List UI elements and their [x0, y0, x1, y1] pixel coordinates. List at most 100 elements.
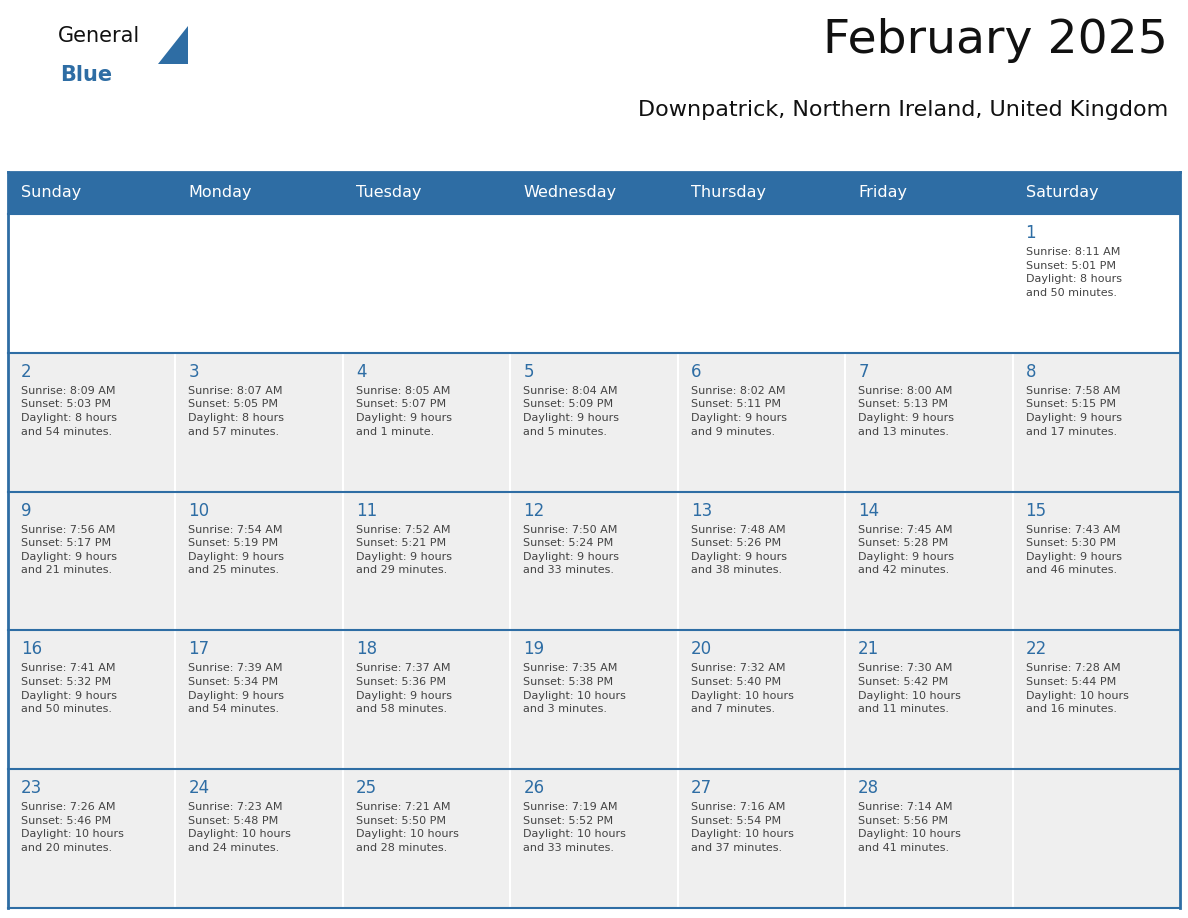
Text: Sunrise: 7:16 AM
Sunset: 5:54 PM
Daylight: 10 hours
and 37 minutes.: Sunrise: 7:16 AM Sunset: 5:54 PM Dayligh…	[690, 802, 794, 853]
Text: 3: 3	[189, 363, 200, 381]
Text: Sunrise: 7:35 AM
Sunset: 5:38 PM
Daylight: 10 hours
and 3 minutes.: Sunrise: 7:35 AM Sunset: 5:38 PM Dayligh…	[523, 664, 626, 714]
Text: Downpatrick, Northern Ireland, United Kingdom: Downpatrick, Northern Ireland, United Ki…	[638, 100, 1168, 120]
Text: 21: 21	[858, 641, 879, 658]
Bar	[1012, 353, 1180, 492]
Text: Sunday: Sunday	[21, 185, 81, 200]
Text: Sunrise: 7:28 AM
Sunset: 5:44 PM
Daylight: 10 hours
and 16 minutes.: Sunrise: 7:28 AM Sunset: 5:44 PM Dayligh…	[1025, 664, 1129, 714]
Text: Sunrise: 7:14 AM
Sunset: 5:56 PM
Daylight: 10 hours
and 41 minutes.: Sunrise: 7:14 AM Sunset: 5:56 PM Dayligh…	[858, 802, 961, 853]
Text: Sunrise: 7:45 AM
Sunset: 5:28 PM
Daylight: 9 hours
and 42 minutes.: Sunrise: 7:45 AM Sunset: 5:28 PM Dayligh…	[858, 524, 954, 576]
Bar	[511, 353, 677, 492]
Text: 9: 9	[21, 501, 32, 520]
Bar	[343, 631, 511, 769]
Text: Sunrise: 7:39 AM
Sunset: 5:34 PM
Daylight: 9 hours
and 54 minutes.: Sunrise: 7:39 AM Sunset: 5:34 PM Dayligh…	[189, 664, 284, 714]
Text: 1: 1	[1025, 224, 1036, 242]
Bar	[845, 492, 1012, 631]
Bar	[511, 631, 677, 769]
Text: 5: 5	[523, 363, 533, 381]
Text: 10: 10	[189, 501, 209, 520]
Text: Thursday: Thursday	[690, 185, 766, 200]
Text: Sunrise: 8:09 AM
Sunset: 5:03 PM
Daylight: 8 hours
and 54 minutes.: Sunrise: 8:09 AM Sunset: 5:03 PM Dayligh…	[21, 386, 116, 437]
Bar	[343, 214, 511, 353]
Text: 28: 28	[858, 779, 879, 797]
Bar	[511, 214, 677, 353]
Text: 2: 2	[21, 363, 32, 381]
Text: Sunrise: 8:07 AM
Sunset: 5:05 PM
Daylight: 8 hours
and 57 minutes.: Sunrise: 8:07 AM Sunset: 5:05 PM Dayligh…	[189, 386, 284, 437]
Text: Sunrise: 8:04 AM
Sunset: 5:09 PM
Daylight: 9 hours
and 5 minutes.: Sunrise: 8:04 AM Sunset: 5:09 PM Dayligh…	[523, 386, 619, 437]
Text: 19: 19	[523, 641, 544, 658]
Bar	[176, 769, 343, 908]
Bar	[8, 769, 176, 908]
Text: Sunrise: 7:58 AM
Sunset: 5:15 PM
Daylight: 9 hours
and 17 minutes.: Sunrise: 7:58 AM Sunset: 5:15 PM Dayligh…	[1025, 386, 1121, 437]
Bar	[343, 492, 511, 631]
Bar	[677, 631, 845, 769]
Text: 17: 17	[189, 641, 209, 658]
Text: Sunrise: 7:26 AM
Sunset: 5:46 PM
Daylight: 10 hours
and 20 minutes.: Sunrise: 7:26 AM Sunset: 5:46 PM Dayligh…	[21, 802, 124, 853]
Bar	[1012, 214, 1180, 353]
Text: Monday: Monday	[189, 185, 252, 200]
Text: Sunrise: 7:32 AM
Sunset: 5:40 PM
Daylight: 10 hours
and 7 minutes.: Sunrise: 7:32 AM Sunset: 5:40 PM Dayligh…	[690, 664, 794, 714]
Text: Sunrise: 7:19 AM
Sunset: 5:52 PM
Daylight: 10 hours
and 33 minutes.: Sunrise: 7:19 AM Sunset: 5:52 PM Dayligh…	[523, 802, 626, 853]
Text: Saturday: Saturday	[1025, 185, 1098, 200]
Bar	[8, 353, 176, 492]
Bar	[677, 769, 845, 908]
Text: Sunrise: 7:48 AM
Sunset: 5:26 PM
Daylight: 9 hours
and 38 minutes.: Sunrise: 7:48 AM Sunset: 5:26 PM Dayligh…	[690, 524, 786, 576]
Text: February 2025: February 2025	[823, 18, 1168, 63]
Bar	[343, 769, 511, 908]
Bar	[511, 769, 677, 908]
Bar	[8, 631, 176, 769]
Bar	[343, 353, 511, 492]
Text: Friday: Friday	[858, 185, 908, 200]
Bar	[8, 172, 1180, 214]
Text: Sunrise: 8:11 AM
Sunset: 5:01 PM
Daylight: 8 hours
and 50 minutes.: Sunrise: 8:11 AM Sunset: 5:01 PM Dayligh…	[1025, 247, 1121, 297]
Text: Sunrise: 7:41 AM
Sunset: 5:32 PM
Daylight: 9 hours
and 50 minutes.: Sunrise: 7:41 AM Sunset: 5:32 PM Dayligh…	[21, 664, 116, 714]
Bar	[176, 353, 343, 492]
Bar	[176, 492, 343, 631]
Text: 11: 11	[356, 501, 377, 520]
Text: 25: 25	[356, 779, 377, 797]
Text: Sunrise: 8:05 AM
Sunset: 5:07 PM
Daylight: 9 hours
and 1 minute.: Sunrise: 8:05 AM Sunset: 5:07 PM Dayligh…	[356, 386, 451, 437]
Text: 14: 14	[858, 501, 879, 520]
Bar	[845, 353, 1012, 492]
Text: Sunrise: 7:50 AM
Sunset: 5:24 PM
Daylight: 9 hours
and 33 minutes.: Sunrise: 7:50 AM Sunset: 5:24 PM Dayligh…	[523, 524, 619, 576]
Text: Sunrise: 7:21 AM
Sunset: 5:50 PM
Daylight: 10 hours
and 28 minutes.: Sunrise: 7:21 AM Sunset: 5:50 PM Dayligh…	[356, 802, 459, 853]
Text: Sunrise: 7:30 AM
Sunset: 5:42 PM
Daylight: 10 hours
and 11 minutes.: Sunrise: 7:30 AM Sunset: 5:42 PM Dayligh…	[858, 664, 961, 714]
Text: Sunrise: 8:02 AM
Sunset: 5:11 PM
Daylight: 9 hours
and 9 minutes.: Sunrise: 8:02 AM Sunset: 5:11 PM Dayligh…	[690, 386, 786, 437]
Bar	[845, 631, 1012, 769]
Text: 13: 13	[690, 501, 712, 520]
Text: 12: 12	[523, 501, 544, 520]
Bar	[176, 214, 343, 353]
Text: Sunrise: 8:00 AM
Sunset: 5:13 PM
Daylight: 9 hours
and 13 minutes.: Sunrise: 8:00 AM Sunset: 5:13 PM Dayligh…	[858, 386, 954, 437]
Text: Sunrise: 7:23 AM
Sunset: 5:48 PM
Daylight: 10 hours
and 24 minutes.: Sunrise: 7:23 AM Sunset: 5:48 PM Dayligh…	[189, 802, 291, 853]
Text: Wednesday: Wednesday	[523, 185, 617, 200]
Text: 8: 8	[1025, 363, 1036, 381]
Text: 23: 23	[21, 779, 43, 797]
Bar	[176, 631, 343, 769]
Text: Sunrise: 7:54 AM
Sunset: 5:19 PM
Daylight: 9 hours
and 25 minutes.: Sunrise: 7:54 AM Sunset: 5:19 PM Dayligh…	[189, 524, 284, 576]
Bar	[677, 353, 845, 492]
Text: 16: 16	[21, 641, 42, 658]
Text: 7: 7	[858, 363, 868, 381]
Bar	[845, 214, 1012, 353]
Text: 27: 27	[690, 779, 712, 797]
Bar	[511, 492, 677, 631]
Text: Sunrise: 7:37 AM
Sunset: 5:36 PM
Daylight: 9 hours
and 58 minutes.: Sunrise: 7:37 AM Sunset: 5:36 PM Dayligh…	[356, 664, 451, 714]
Polygon shape	[158, 26, 188, 64]
Text: 24: 24	[189, 779, 209, 797]
Text: 4: 4	[356, 363, 366, 381]
Bar	[1012, 769, 1180, 908]
Bar	[8, 492, 176, 631]
Text: 20: 20	[690, 641, 712, 658]
Bar	[8, 214, 176, 353]
Bar	[1012, 492, 1180, 631]
Bar	[845, 769, 1012, 908]
Text: 22: 22	[1025, 641, 1047, 658]
Text: General: General	[58, 26, 140, 46]
Bar	[677, 492, 845, 631]
Text: Sunrise: 7:56 AM
Sunset: 5:17 PM
Daylight: 9 hours
and 21 minutes.: Sunrise: 7:56 AM Sunset: 5:17 PM Dayligh…	[21, 524, 116, 576]
Text: 6: 6	[690, 363, 701, 381]
Text: Sunrise: 7:43 AM
Sunset: 5:30 PM
Daylight: 9 hours
and 46 minutes.: Sunrise: 7:43 AM Sunset: 5:30 PM Dayligh…	[1025, 524, 1121, 576]
Text: Blue: Blue	[61, 65, 112, 85]
Text: 15: 15	[1025, 501, 1047, 520]
Bar	[677, 214, 845, 353]
Text: Tuesday: Tuesday	[356, 185, 422, 200]
